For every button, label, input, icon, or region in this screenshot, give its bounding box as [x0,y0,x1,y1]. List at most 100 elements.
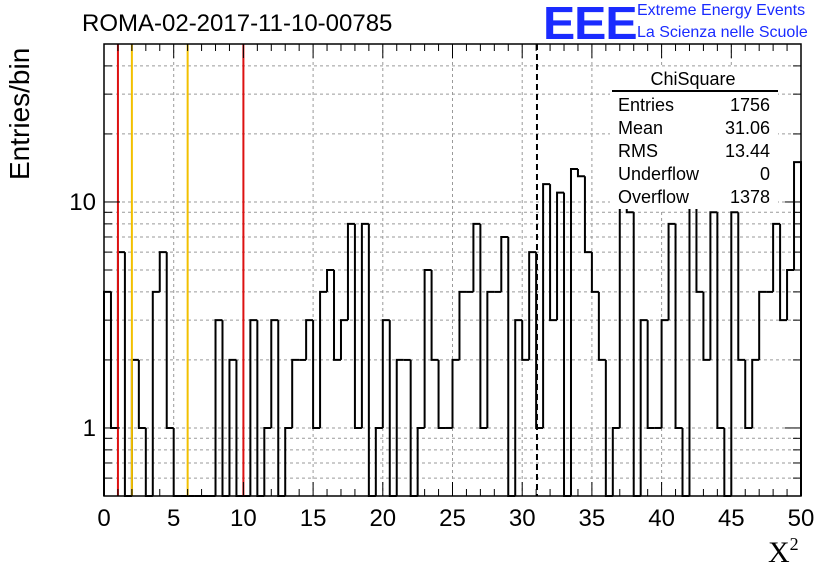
stats-value: 1756 [729,95,770,115]
histogram-bin [611,426,620,496]
histogram-bin [507,236,516,497]
histogram-bin [542,183,551,428]
histogram-bin [660,319,669,428]
histogram-bin [353,223,362,429]
histogram-bin [786,269,795,321]
histogram-bin [772,222,781,292]
histogram-bin [416,426,425,496]
histogram-bin [430,270,439,361]
stats-row-rms: RMS 13.44 [610,140,778,163]
histogram-bin [563,192,571,497]
histogram-bin [291,358,300,428]
histogram-bin [451,358,460,428]
x-axis-label: X2 [768,534,799,570]
histogram-bin [716,212,725,429]
stats-label: Entries [618,95,675,115]
y-axis-label: Entries/bin [4,47,35,180]
histogram-bin [583,176,592,254]
x-tick-label: 30 [509,505,536,532]
histogram-bin [158,251,167,292]
histogram-bin [702,291,711,361]
y-tick-label: 1 [83,415,96,442]
histogram-bin [319,290,328,428]
x-tick-label: 15 [300,505,327,532]
axis-ticks [103,43,802,497]
histogram-bin [514,319,523,496]
stats-label: RMS [618,141,658,161]
histogram-bin [437,359,446,429]
histogram-bin [618,183,627,428]
stats-title: ChiSquare [612,68,778,92]
x-tick-label: 20 [369,505,396,532]
logo-tagline-1: Extreme Energy Events [637,2,806,19]
stats-row-entries: Entries 1756 [610,94,778,117]
eee-logo: EEE [543,0,638,49]
histogram-bin [500,235,509,292]
histogram-bin [549,184,558,322]
histogram-bin [326,269,335,292]
x-tick-label: 0 [97,505,110,532]
x-tick-label: 40 [648,505,675,532]
stats-label: Mean [618,118,664,138]
histogram-bin [388,320,397,497]
histogram-bin [214,319,223,496]
y-tick-label: 10 [69,189,96,216]
histogram-bin [590,252,599,293]
histogram-bin [116,251,125,428]
stats-row-overflow: Overflow 1378 [610,186,778,209]
histogram-bin [395,358,404,496]
stats-value: 1378 [729,187,770,207]
histogram-bin [528,251,537,360]
logo-tagline-2: La Scienza nelle Scuole [637,24,808,41]
plot-title: ROMA-02-2017-11-10-00785 [82,10,393,37]
stats-value: 31.06 [724,118,770,138]
histogram-bin [569,167,578,496]
x-axis-label-base: X [768,536,790,569]
stats-label: Underflow [618,164,700,184]
histogram-bin [103,290,111,496]
histogram-bin [221,320,230,497]
histogram-bin [284,426,293,496]
histogram-bin [737,212,746,361]
stats-row-underflow: Underflow 0 [610,163,778,186]
histogram-bin [639,319,648,496]
histogram-bin [263,426,272,496]
histogram-bin [576,168,585,178]
histogram-bin [151,290,160,496]
histogram-bin [632,212,641,497]
histogram-bin [667,222,676,321]
histogram-bin [123,252,132,497]
reference-lines [116,44,538,496]
histogram-bin [339,319,348,360]
histogram-bin [165,252,174,429]
histogram-bin [423,269,432,428]
x-tick-label: 50 [788,505,815,532]
histogram-bin [249,319,258,496]
stats-value: 13.44 [724,141,770,161]
histogram-bin [277,320,286,497]
histogram-bin [709,211,718,360]
histogram-bin [374,426,383,496]
histogram-bin [346,222,355,321]
histogram-bin [360,222,369,428]
x-tick-label: 10 [230,505,257,532]
histogram-bin [270,319,279,428]
stats-label: Overflow [618,187,690,207]
stats-row-mean: Mean 31.06 [610,117,778,140]
histogram-bin [333,270,341,361]
axis-tick-labels: 0 5 10 15 20 25 30 35 40 45 50 1 10 [69,189,814,532]
histogram-bin [674,223,683,429]
histogram-bin [305,319,314,360]
stats-value: 0 [759,164,770,184]
x-axis-label-superscript: 2 [789,534,799,554]
histogram-bin [458,290,467,360]
grid-lines [103,44,802,496]
histogram-bin [228,358,237,496]
histogram-bin [597,291,606,361]
histogram-bin [256,320,265,497]
stats-box: ChiSquare Entries 1756 Mean 31.06 RMS 13… [610,68,778,209]
histogram-bin [744,359,753,429]
histogram-bin [556,191,565,321]
histogram-bin [381,319,390,428]
